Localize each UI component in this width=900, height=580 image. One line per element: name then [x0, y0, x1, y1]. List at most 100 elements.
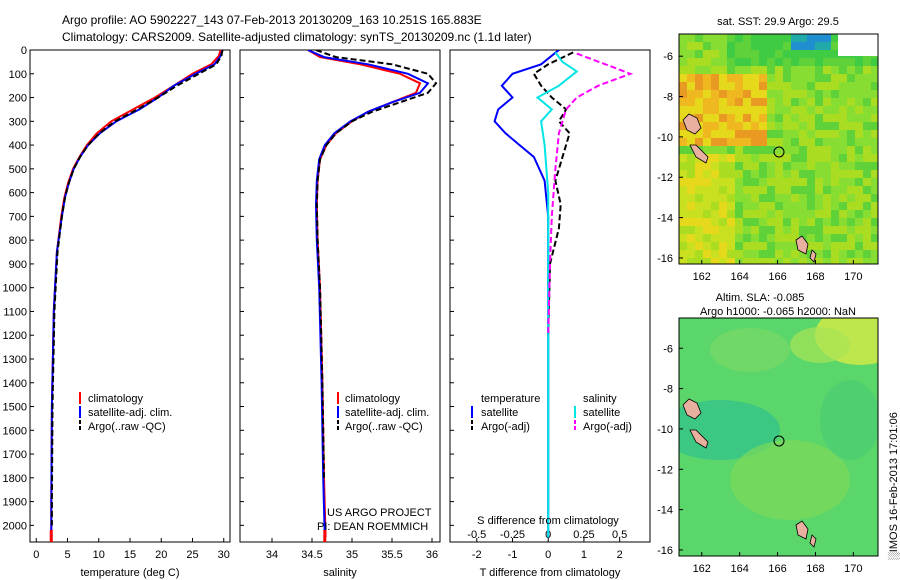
sst-cell [735, 178, 743, 186]
lat-tick-label: -8 [663, 384, 673, 396]
depth-tick-label: 100 [9, 69, 27, 81]
sst-cell [759, 98, 767, 106]
sst-cell [807, 146, 815, 154]
sst-cell [855, 58, 863, 66]
sst-cell [767, 146, 775, 154]
sst-cell [719, 226, 727, 234]
sst-cell [823, 146, 831, 154]
sst-cell [807, 226, 815, 234]
sst-cell [783, 90, 791, 98]
sst-cell [767, 50, 775, 58]
series-climatology [307, 50, 422, 538]
sst-cell [711, 130, 719, 138]
sst-cell [839, 74, 847, 82]
sst-cell [735, 138, 743, 146]
sst-cell [791, 90, 799, 98]
sst-cell [751, 82, 759, 90]
sst-cell [815, 202, 823, 210]
sst-cell [687, 226, 695, 234]
sst-cell [719, 138, 727, 146]
sst-cell [727, 154, 735, 162]
sst-cell [679, 122, 687, 130]
sst-cell [679, 202, 687, 210]
sst-cell [711, 258, 719, 264]
sst-cell [751, 106, 759, 114]
sst-cell [711, 170, 719, 178]
sst-cell [855, 178, 863, 186]
sst-cell [767, 250, 775, 258]
sst-cell [727, 138, 735, 146]
sst-cell [783, 178, 791, 186]
sst-cell [815, 194, 823, 202]
sst-cell [831, 250, 839, 258]
sst-cell [839, 242, 847, 250]
sst-cell [799, 250, 807, 258]
sst-cell [871, 138, 878, 146]
sst-cell [847, 226, 855, 234]
s-difference-xlabel: S difference from climatology [477, 515, 619, 527]
sst-cell [807, 218, 815, 226]
sst-cell [759, 162, 767, 170]
sst-cell [751, 74, 759, 82]
sst-cell [831, 130, 839, 138]
sst-cell [815, 250, 823, 258]
sst-cell [679, 138, 687, 146]
sst-cell [679, 178, 687, 186]
sst-cell [783, 106, 791, 114]
sst-cell [807, 66, 815, 74]
sst-cell [751, 202, 759, 210]
lon-tick-label: 166 [768, 563, 786, 575]
pi-annotation: PI: DEAN ROEMMICH [317, 521, 428, 533]
sst-cell [695, 58, 703, 66]
sst-cell [791, 58, 799, 66]
series-temperature-argo-adj- [532, 51, 574, 336]
depth-tick-label: 1000 [3, 283, 27, 295]
sst-cell [823, 194, 831, 202]
sst-cell [751, 66, 759, 74]
sst-cell [783, 130, 791, 138]
sst-cell [727, 66, 735, 74]
lat-tick-label: -6 [663, 343, 673, 355]
lon-tick-label: 168 [806, 563, 824, 575]
depth-tick-label: 1500 [3, 402, 27, 414]
sst-cell [767, 234, 775, 242]
sst-cell [855, 258, 863, 264]
sst-cell [863, 106, 871, 114]
sst-cell [871, 186, 878, 194]
sst-cell [735, 42, 743, 50]
sst-cell [783, 58, 791, 66]
sst-cell [727, 42, 735, 50]
sst-cell [815, 154, 823, 162]
sst-cell [807, 170, 815, 178]
lon-tick-label: 164 [730, 271, 748, 283]
sst-cell [815, 122, 823, 130]
sst-cell [831, 98, 839, 106]
lat-tick-label: -6 [663, 51, 673, 63]
legend-group-temperature: temperature [481, 393, 540, 405]
sst-cell [679, 194, 687, 202]
sst-cell [719, 186, 727, 194]
temperature-axis: 0 5 10 15 20 25 30 [33, 538, 230, 561]
sst-cell [815, 218, 823, 226]
sst-cell [783, 186, 791, 194]
sst-cell [751, 34, 759, 42]
sst-cell [695, 42, 703, 50]
sst-cell [687, 210, 695, 218]
sst-cell [791, 122, 799, 130]
sst-cell [767, 210, 775, 218]
sst-cell [831, 226, 839, 234]
depth-axis: 0 100 200 300 400 500 600 700 800 900 1000 1100 1200… [3, 45, 454, 532]
sst-cell [759, 202, 767, 210]
sst-cell [855, 210, 863, 218]
sst-cell [727, 210, 735, 218]
lat-tick-label: -16 [657, 545, 673, 557]
sst-cell [831, 202, 839, 210]
salinity-legend: climatology satellite-adj. clim. Argo(..… [337, 392, 429, 433]
depth-tick-label: 1600 [3, 425, 27, 437]
temperature-legend: climatology satellite-adj. clim. Argo(..… [79, 392, 172, 433]
sst-cell [847, 130, 855, 138]
sst-cell [679, 98, 687, 106]
sst-cell [751, 226, 759, 234]
sst-cell [791, 138, 799, 146]
